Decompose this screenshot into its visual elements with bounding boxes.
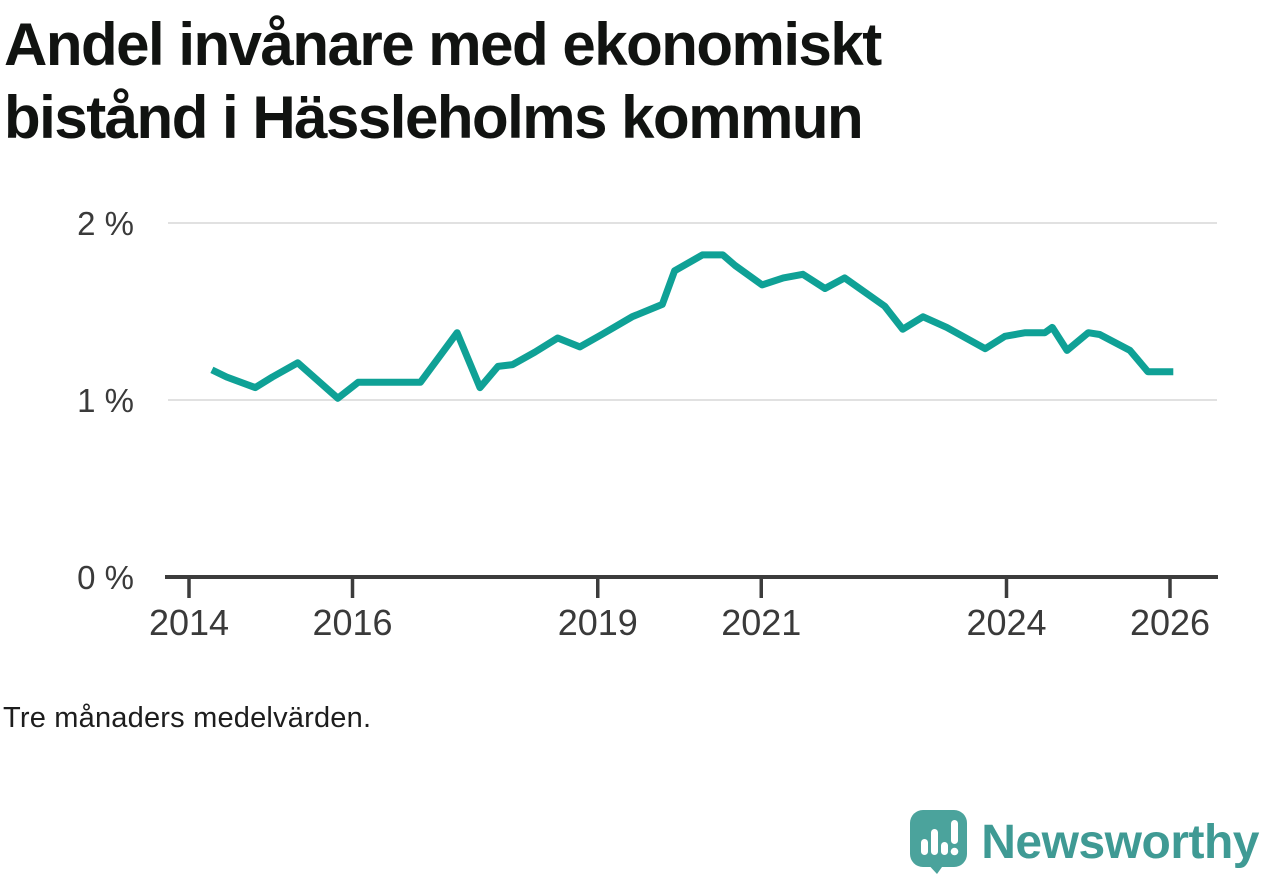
chart-footnote: Tre månaders medelvärden. <box>3 702 372 734</box>
x-tick-label: 2026 <box>1130 602 1210 643</box>
x-tick-label: 2021 <box>721 602 801 643</box>
newsworthy-speech-bubble-bar-chart-icon <box>910 810 968 874</box>
bar-2 <box>931 829 939 855</box>
y-tick-label: 0 % <box>77 559 134 596</box>
x-tick-label: 2016 <box>312 602 392 643</box>
bar-3 <box>941 842 949 855</box>
x-tick-label: 2019 <box>558 602 638 643</box>
bar-1 <box>921 839 929 855</box>
x-tick-label: 2024 <box>966 602 1046 643</box>
logo-wordmark: Newsworthy <box>981 815 1259 869</box>
exclamation-bar <box>951 820 959 844</box>
newsworthy-logo: Newsworthy <box>909 810 1259 874</box>
y-tick-label: 1 % <box>77 382 134 419</box>
exclamation-dot <box>950 847 959 856</box>
speech-bubble-tail <box>924 860 948 874</box>
page-title: Andel invånare med ekonomiskt bistånd i … <box>4 11 882 151</box>
data-line-ekonomiskt-bistand <box>210 251 1174 402</box>
y-tick-label: 2 % <box>77 205 134 242</box>
x-tick-label: 2014 <box>149 602 229 643</box>
speech-bubble-shape <box>910 810 968 867</box>
